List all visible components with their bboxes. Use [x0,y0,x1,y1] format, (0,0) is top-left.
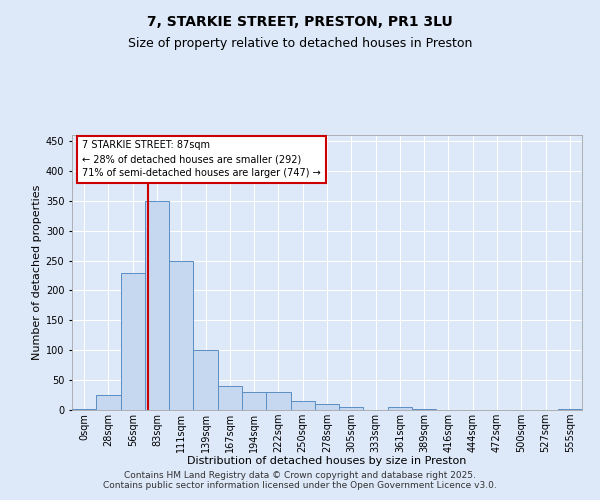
Bar [96,395,121,410]
Bar [339,407,364,410]
Bar [266,392,290,410]
Bar [315,404,339,410]
Text: 7, STARKIE STREET, PRESTON, PR1 3LU: 7, STARKIE STREET, PRESTON, PR1 3LU [147,15,453,29]
Bar [558,409,582,410]
Y-axis label: Number of detached properties: Number of detached properties [32,185,41,360]
Bar [388,407,412,410]
Bar [169,260,193,410]
Text: 7 STARKIE STREET: 87sqm
← 28% of detached houses are smaller (292)
71% of semi-d: 7 STARKIE STREET: 87sqm ← 28% of detache… [82,140,321,178]
Text: Size of property relative to detached houses in Preston: Size of property relative to detached ho… [128,38,472,51]
Bar [72,409,96,410]
Bar [193,350,218,410]
Text: Contains HM Land Registry data © Crown copyright and database right 2025.
Contai: Contains HM Land Registry data © Crown c… [103,470,497,490]
Bar [290,401,315,410]
Bar [145,201,169,410]
Bar [242,392,266,410]
Bar [121,272,145,410]
Bar [218,386,242,410]
Bar [412,409,436,410]
X-axis label: Distribution of detached houses by size in Preston: Distribution of detached houses by size … [187,456,467,466]
